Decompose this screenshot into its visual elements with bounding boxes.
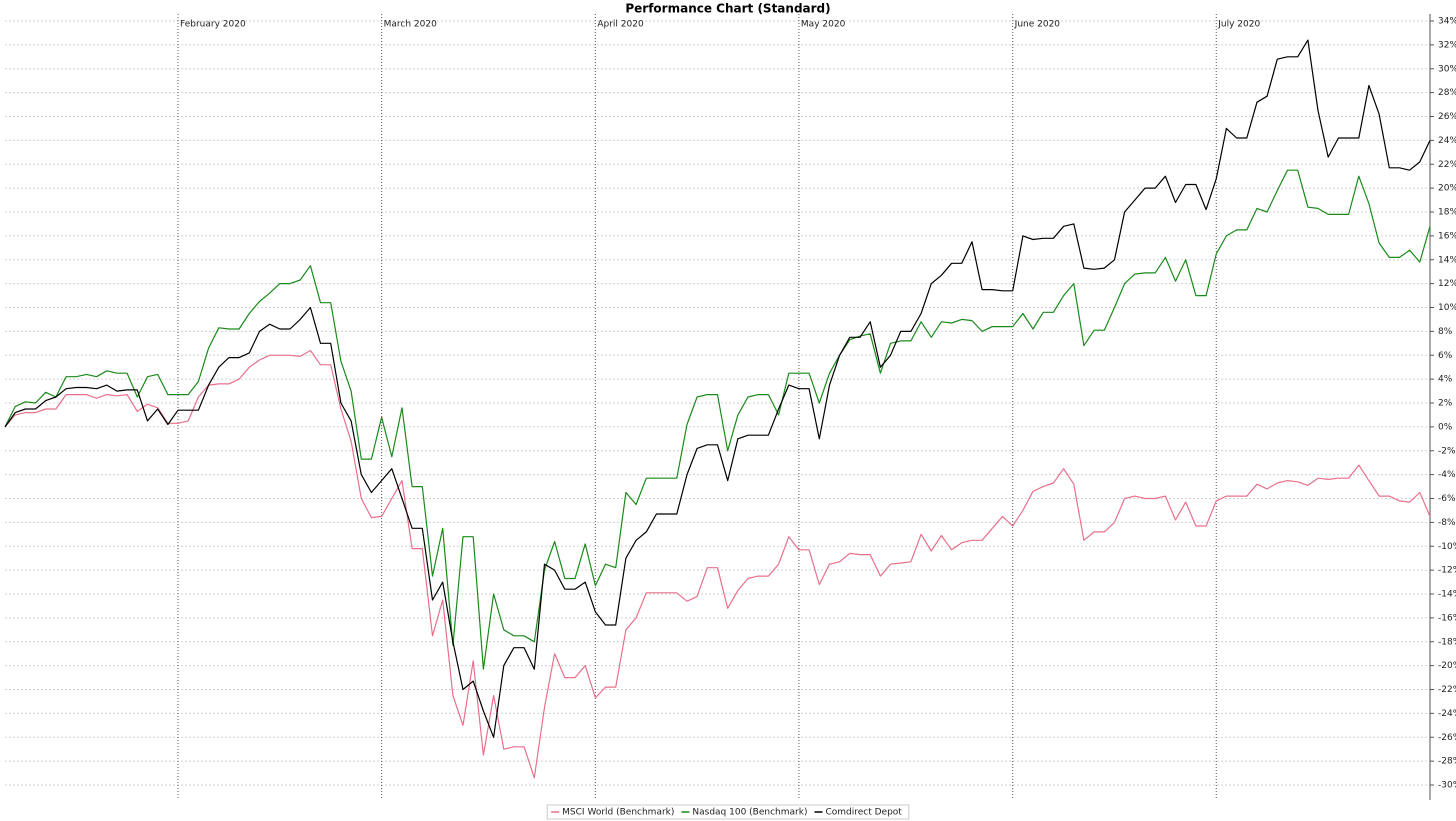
y-tick-label: -14% bbox=[1438, 590, 1456, 600]
y-tick-label: 22% bbox=[1438, 160, 1456, 170]
y-tick-label: 14% bbox=[1438, 255, 1456, 265]
y-tick-label: 34% bbox=[1438, 17, 1456, 27]
y-tick-label: 12% bbox=[1438, 279, 1456, 289]
legend-label: Comdirect Depot bbox=[825, 808, 902, 818]
y-tick-label: 24% bbox=[1438, 136, 1456, 146]
y-tick-label: 18% bbox=[1438, 208, 1456, 218]
y-tick-label: 0% bbox=[1438, 422, 1453, 432]
legend-label: Nasdaq 100 (Benchmark) bbox=[692, 808, 807, 818]
x-tick-label: July 2020 bbox=[1217, 20, 1260, 30]
y-tick-label: -18% bbox=[1438, 637, 1456, 647]
legend-box bbox=[546, 804, 910, 820]
y-tick-label: 2% bbox=[1438, 399, 1453, 409]
y-tick-label: 16% bbox=[1438, 231, 1456, 241]
y-tick-label: -4% bbox=[1438, 470, 1456, 480]
x-tick-label: June 2020 bbox=[1014, 20, 1061, 30]
x-tick-label: April 2020 bbox=[597, 20, 644, 30]
y-tick-label: 26% bbox=[1438, 112, 1456, 122]
series-line bbox=[4, 39, 1431, 738]
y-tick-label: -26% bbox=[1438, 733, 1456, 743]
y-tick-label: -28% bbox=[1438, 757, 1456, 767]
y-tick-label: 6% bbox=[1438, 351, 1453, 361]
series-line bbox=[4, 349, 1431, 779]
legend-label: MSCI World (Benchmark) bbox=[562, 808, 674, 818]
series-line bbox=[4, 169, 1431, 670]
y-tick-label: -10% bbox=[1438, 542, 1456, 552]
y-tick-label: -12% bbox=[1438, 566, 1456, 576]
y-tick-label: 4% bbox=[1438, 375, 1453, 385]
x-tick-label: May 2020 bbox=[801, 20, 846, 30]
y-tick-label: 28% bbox=[1438, 88, 1456, 98]
chart-title: Performance Chart (Standard) bbox=[625, 2, 830, 16]
y-tick-label: -8% bbox=[1438, 518, 1456, 528]
y-tick-label: -30% bbox=[1438, 781, 1456, 791]
y-tick-label: 8% bbox=[1438, 327, 1453, 337]
x-tick-label: February 2020 bbox=[180, 20, 246, 30]
y-tick-label: 32% bbox=[1438, 40, 1456, 50]
y-tick-label: -24% bbox=[1438, 709, 1456, 719]
y-tick-label: 10% bbox=[1438, 303, 1456, 313]
y-tick-label: 20% bbox=[1438, 184, 1456, 194]
y-tick-label: -20% bbox=[1438, 661, 1456, 671]
x-tick-label: March 2020 bbox=[384, 20, 437, 30]
y-tick-label: -6% bbox=[1438, 494, 1456, 504]
y-tick-label: 30% bbox=[1438, 64, 1456, 74]
y-tick-label: -16% bbox=[1438, 613, 1456, 623]
y-tick-label: -2% bbox=[1438, 446, 1456, 456]
y-tick-label: -22% bbox=[1438, 685, 1456, 695]
